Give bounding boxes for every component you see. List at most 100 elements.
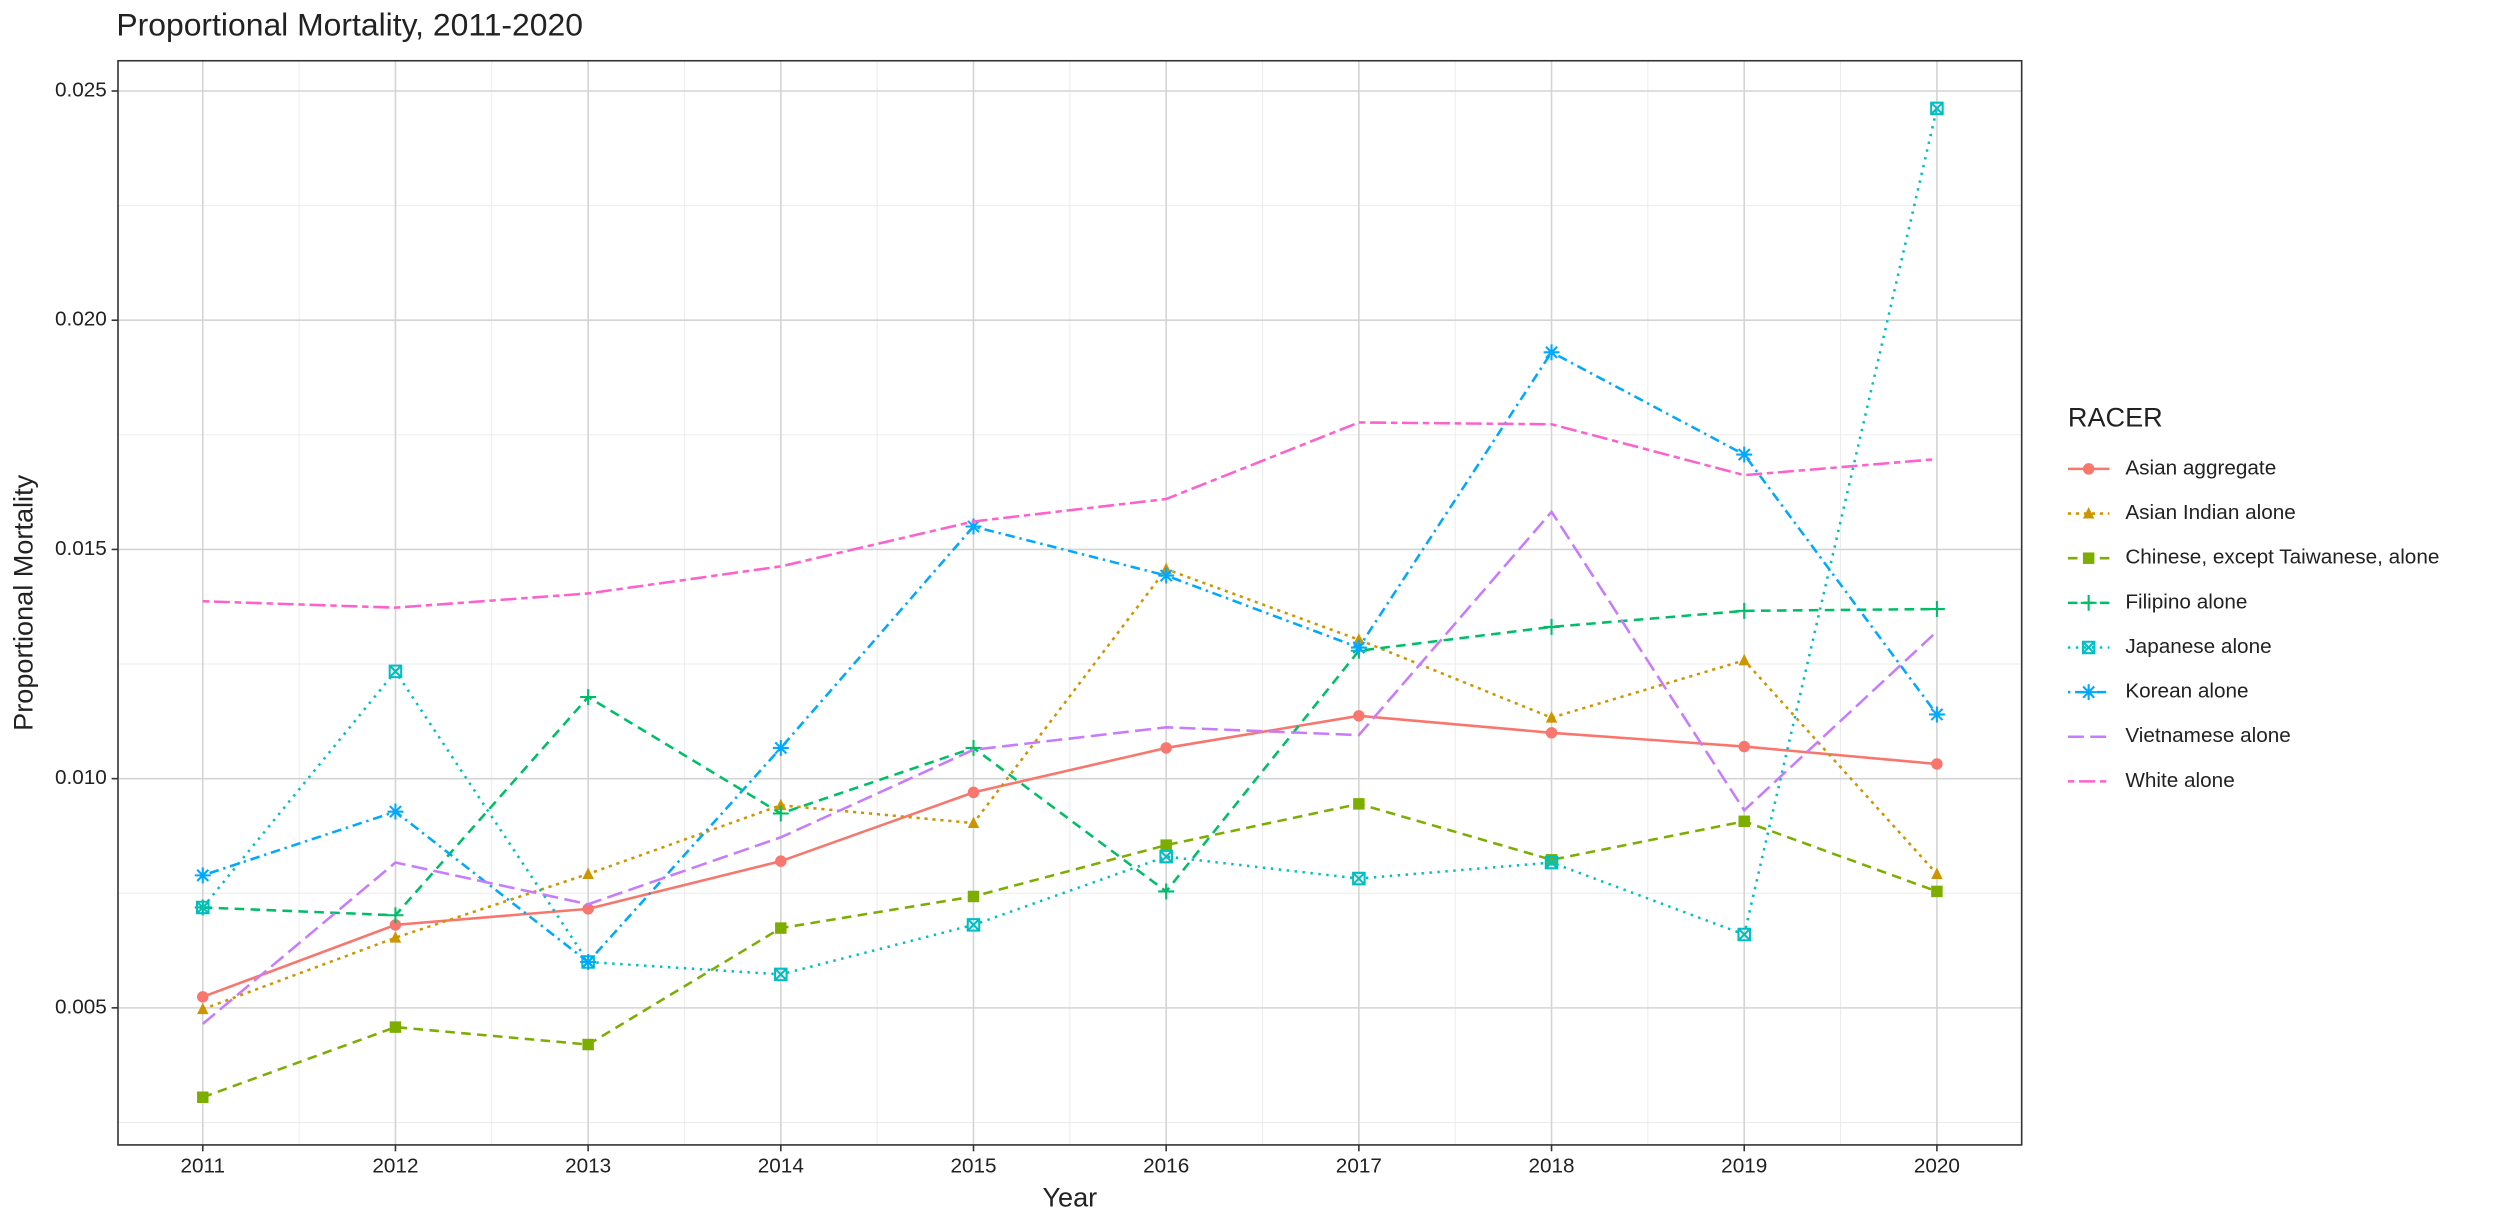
point-marker	[967, 786, 980, 799]
marker-shape	[1352, 871, 1366, 886]
point-marker	[967, 816, 980, 829]
marker-shape	[1928, 601, 1945, 618]
legend-title: RACER	[2068, 402, 2163, 433]
point-marker	[1158, 567, 1175, 584]
x-tick-label: 2017	[1336, 1155, 1382, 1178]
series-line	[201, 108, 1939, 976]
point-marker	[1928, 706, 1945, 723]
marker-shape	[582, 867, 594, 879]
marker-shape	[2082, 463, 2095, 475]
legend-item: Japanese alone	[2067, 635, 2272, 658]
series-line	[202, 567, 1938, 1011]
marker-shape	[1930, 101, 1944, 116]
point-marker	[775, 922, 787, 934]
point-marker	[1738, 653, 1750, 666]
point-marker	[1931, 867, 1943, 879]
point-marker	[582, 903, 594, 915]
marker-shape	[580, 954, 597, 970]
marker-shape	[197, 1091, 209, 1103]
chart-title: Proportional Mortality, 2011-2020	[116, 7, 583, 43]
point-marker	[775, 798, 787, 811]
point-marker	[1350, 639, 1367, 656]
legend-label: Filipino alone	[2125, 590, 2247, 613]
point-marker	[1160, 742, 1172, 754]
point-marker	[194, 867, 211, 884]
marker-shape	[965, 518, 982, 535]
point-marker	[2082, 507, 2095, 519]
point-marker	[772, 739, 789, 756]
marker-shape	[1158, 883, 1175, 900]
point-marker	[2082, 552, 2095, 564]
marker-shape	[967, 786, 980, 799]
marker-shape	[967, 816, 980, 829]
marker-shape	[582, 903, 594, 915]
point-marker	[389, 919, 402, 931]
legend-label: Vietnamese alone	[2125, 724, 2291, 747]
point-marker	[1160, 839, 1172, 851]
marker-shape	[1353, 633, 1365, 645]
point-marker	[1159, 849, 1173, 864]
x-tick-label: 2019	[1721, 1155, 1767, 1178]
series-line	[202, 350, 1938, 964]
marker-shape	[2082, 552, 2095, 564]
legend-label: Asian Indian alone	[2125, 501, 2296, 524]
marker-shape	[1931, 867, 1943, 879]
y-tick-label: 0.025	[55, 78, 107, 101]
point-marker	[1353, 798, 1365, 810]
marker-shape	[1353, 798, 1365, 810]
legend-item: Korean alone	[2067, 680, 2249, 703]
marker-shape	[197, 991, 209, 1003]
legend-label: Japanese alone	[2125, 635, 2271, 658]
marker-shape	[1738, 653, 1750, 666]
x-tick-label: 2016	[1143, 1155, 1189, 1178]
marker-shape	[1160, 839, 1172, 851]
marker-shape	[1160, 742, 1172, 754]
legend-item: White alone	[2067, 769, 2235, 792]
marker-shape	[1543, 618, 1560, 635]
point-marker	[2080, 684, 2097, 701]
y-tick-label: 0.010	[55, 766, 107, 789]
point-marker	[1736, 602, 1753, 619]
point-marker	[582, 1038, 594, 1051]
point-marker	[1931, 885, 1943, 898]
x-tick-label: 2014	[758, 1155, 804, 1178]
plot-border	[117, 59, 2023, 1146]
marker-shape	[1736, 446, 1753, 463]
point-marker	[2080, 594, 2097, 611]
point-marker	[197, 1091, 209, 1103]
point-marker	[1543, 618, 1560, 635]
point-marker	[195, 900, 210, 915]
point-marker	[1544, 855, 1559, 870]
legend-item: Chinese, except Taiwanese, alone	[2067, 546, 2439, 569]
marker-shape	[772, 739, 789, 756]
point-marker	[580, 954, 597, 970]
marker-shape	[775, 855, 787, 867]
marker-shape	[775, 798, 787, 811]
point-marker	[197, 991, 209, 1003]
point-marker	[1545, 854, 1558, 866]
marker-shape	[1543, 344, 1560, 361]
point-marker	[965, 739, 982, 756]
marker-shape	[194, 867, 211, 884]
marker-shape	[2080, 594, 2097, 611]
point-marker	[389, 931, 402, 943]
point-marker	[1738, 815, 1750, 828]
marker-shape	[389, 931, 402, 943]
marker-shape	[1545, 854, 1558, 866]
point-marker	[1545, 727, 1558, 739]
point-marker	[772, 805, 789, 822]
legend-item: Asian Indian alone	[2067, 501, 2296, 524]
legend-label: Korean alone	[2125, 680, 2248, 703]
point-marker	[1353, 633, 1365, 645]
x-tick-label: 2013	[565, 1155, 611, 1178]
marker-shape	[1738, 740, 1750, 753]
point-marker	[966, 918, 981, 932]
point-marker	[1158, 883, 1175, 900]
point-marker	[1545, 711, 1558, 723]
point-marker	[388, 664, 403, 679]
point-marker	[387, 907, 404, 924]
marker-shape	[967, 890, 980, 903]
point-marker	[389, 1021, 402, 1033]
legend-label: Chinese, except Taiwanese, alone	[2125, 546, 2439, 569]
marker-shape	[387, 803, 404, 820]
